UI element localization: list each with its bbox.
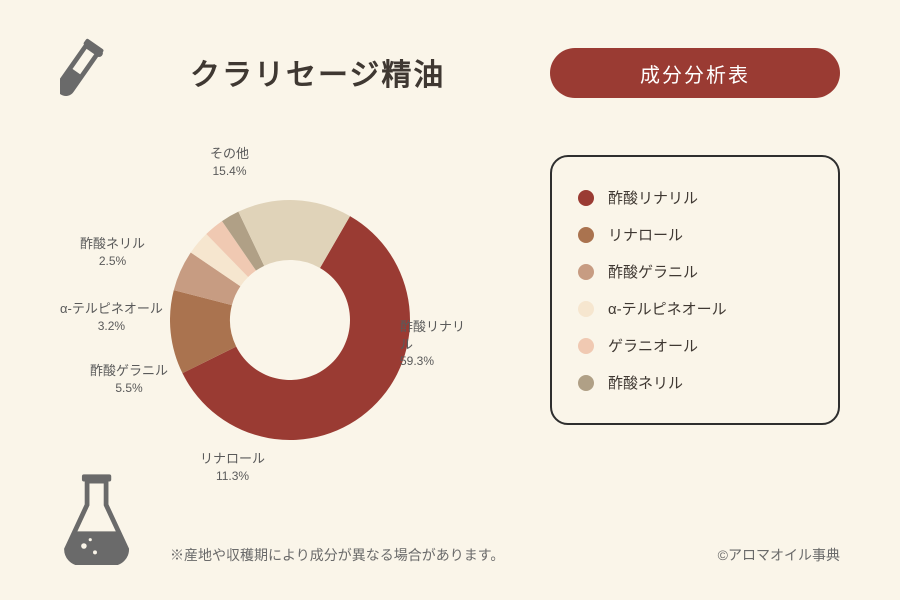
legend-swatch [578, 190, 594, 206]
badge-analysis: 成分分析表 [550, 48, 840, 98]
legend-label: α-テルピネオール [608, 298, 727, 319]
legend-label: 酢酸リナリル [608, 187, 698, 208]
page-title: クラリセージ精油 [190, 50, 445, 94]
infographic-canvas: クラリセージ精油 成分分析表 酢酸リナリル59.3% リナロール11.3% 酢酸ゲラ… [0, 0, 900, 600]
test-tube-icon [60, 36, 138, 114]
legend-label: リナロール [608, 224, 683, 245]
slice-label: 酢酸ゲラニル5.5% [90, 362, 168, 396]
badge-label: 成分分析表 [640, 59, 750, 88]
legend-label: 酢酸ゲラニル [608, 261, 698, 282]
legend-swatch [578, 338, 594, 354]
slice-label: その他15.4% [210, 145, 249, 179]
donut-svg [170, 200, 410, 440]
slice-label: リナロール11.3% [200, 450, 265, 484]
legend-item: 酢酸リナリル [578, 179, 812, 216]
legend-item: 酢酸ゲラニル [578, 253, 812, 290]
legend-swatch [578, 375, 594, 391]
legend-swatch [578, 264, 594, 280]
legend-item: ゲラニオール [578, 327, 812, 364]
flask-icon [55, 470, 135, 565]
legend-box: 酢酸リナリルリナロール酢酸ゲラニル α-テルピネオールゲラニオール酢酸ネリル [550, 155, 840, 425]
slice-label: α-テルピネオール3.2% [60, 300, 163, 334]
donut-chart: 酢酸リナリル59.3%リナロール11.3%酢酸ゲラニル5.5%α-テルピネオール… [70, 140, 470, 520]
slice-label: 酢酸リナリル59.3% [400, 318, 470, 369]
credit: ©アロマオイル事典 [718, 545, 840, 565]
footnote: ※産地や収穫期により成分が異なる場合があります。 [170, 545, 504, 565]
legend-item: リナロール [578, 216, 812, 253]
legend-item: α-テルピネオール [578, 290, 812, 327]
legend-swatch [578, 227, 594, 243]
legend-swatch [578, 301, 594, 317]
slice-label: 酢酸ネリル2.5% [80, 235, 145, 269]
legend-item: 酢酸ネリル [578, 364, 812, 401]
legend-label: 酢酸ネリル [608, 372, 683, 393]
legend-label: ゲラニオール [608, 335, 698, 356]
